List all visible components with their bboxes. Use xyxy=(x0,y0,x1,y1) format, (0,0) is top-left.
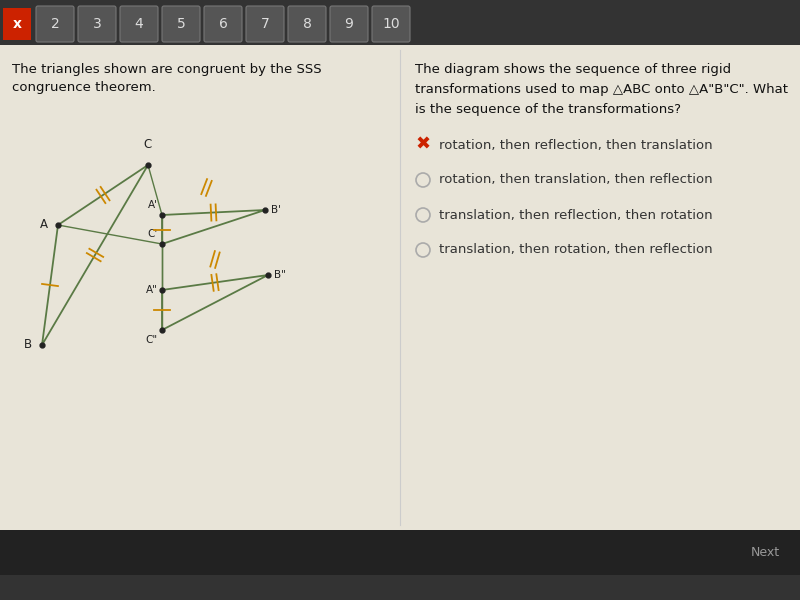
Text: rotation, then reflection, then translation: rotation, then reflection, then translat… xyxy=(439,139,713,151)
FancyBboxPatch shape xyxy=(36,6,74,42)
Text: 2: 2 xyxy=(50,17,59,31)
Bar xyxy=(0,45,800,530)
Text: ✖: ✖ xyxy=(415,136,430,154)
Bar xyxy=(3,8,31,40)
Text: C": C" xyxy=(146,335,158,345)
Text: 8: 8 xyxy=(302,17,311,31)
Text: The diagram shows the sequence of three rigid: The diagram shows the sequence of three … xyxy=(415,64,731,76)
Text: The triangles shown are congruent by the SSS: The triangles shown are congruent by the… xyxy=(12,64,322,76)
Text: 9: 9 xyxy=(345,17,354,31)
Text: A: A xyxy=(40,218,48,232)
Text: 7: 7 xyxy=(261,17,270,31)
FancyBboxPatch shape xyxy=(288,6,326,42)
Text: 10: 10 xyxy=(382,17,400,31)
Text: 5: 5 xyxy=(177,17,186,31)
Text: A': A' xyxy=(148,200,158,210)
Text: B': B' xyxy=(271,205,281,215)
Text: x: x xyxy=(13,17,22,31)
Text: is the sequence of the transformations?: is the sequence of the transformations? xyxy=(415,103,681,116)
Text: B": B" xyxy=(274,270,286,280)
Text: Next: Next xyxy=(751,547,780,559)
Text: A": A" xyxy=(146,285,158,295)
FancyBboxPatch shape xyxy=(162,6,200,42)
Text: C: C xyxy=(144,138,152,151)
Text: 3: 3 xyxy=(93,17,102,31)
Bar xyxy=(0,575,800,600)
Bar xyxy=(0,530,800,575)
Text: rotation, then translation, then reflection: rotation, then translation, then reflect… xyxy=(439,173,713,187)
Text: C': C' xyxy=(148,229,158,239)
Text: translation, then rotation, then reflection: translation, then rotation, then reflect… xyxy=(439,244,713,257)
FancyBboxPatch shape xyxy=(78,6,116,42)
Text: transformations used to map △ABC onto △A"B"C". What: transformations used to map △ABC onto △A… xyxy=(415,83,788,97)
FancyBboxPatch shape xyxy=(204,6,242,42)
Text: congruence theorem.: congruence theorem. xyxy=(12,82,156,94)
Text: 4: 4 xyxy=(134,17,143,31)
FancyBboxPatch shape xyxy=(120,6,158,42)
Text: translation, then reflection, then rotation: translation, then reflection, then rotat… xyxy=(439,208,713,221)
Bar xyxy=(0,0,800,45)
FancyBboxPatch shape xyxy=(372,6,410,42)
Text: 6: 6 xyxy=(218,17,227,31)
FancyBboxPatch shape xyxy=(330,6,368,42)
FancyBboxPatch shape xyxy=(246,6,284,42)
Text: B: B xyxy=(24,338,32,352)
